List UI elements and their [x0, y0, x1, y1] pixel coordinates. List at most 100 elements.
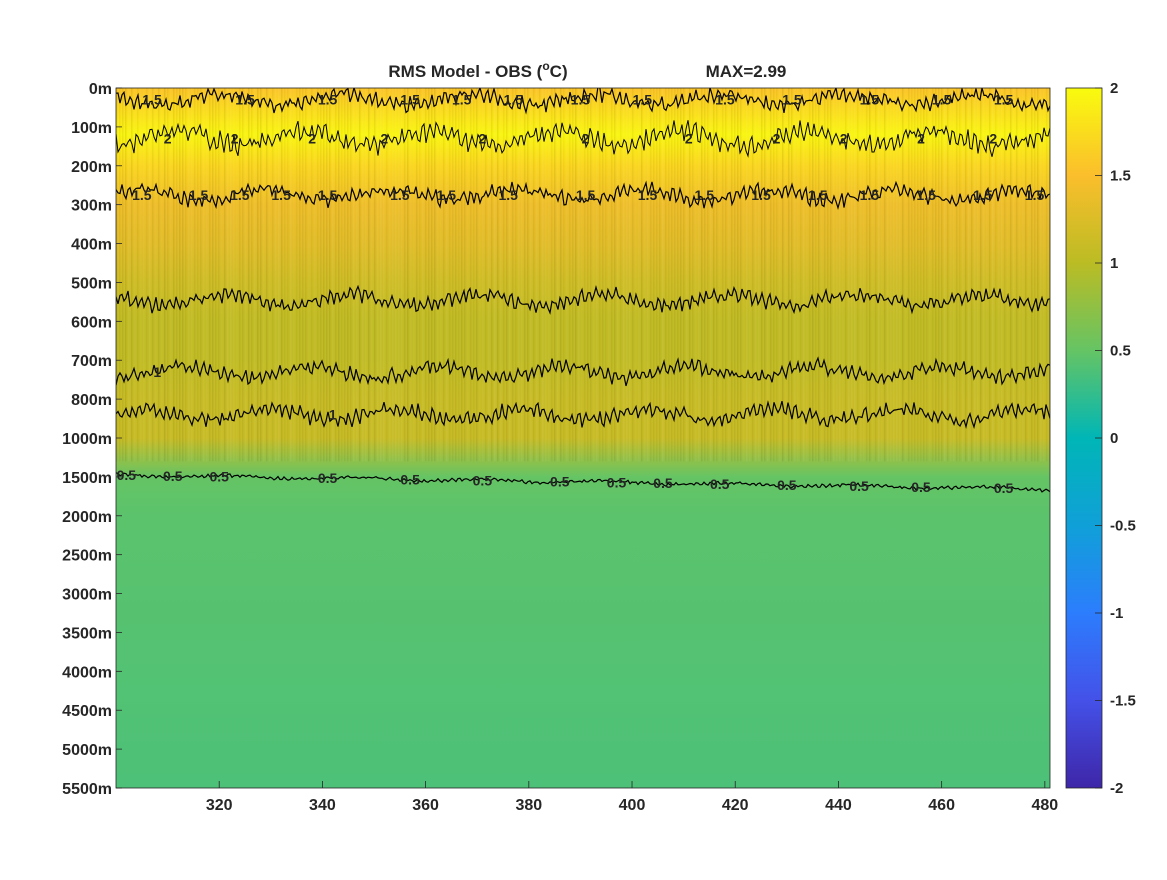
- contour-label: 0.5: [163, 468, 183, 484]
- y-tick-label: 100m: [71, 120, 112, 137]
- contour-line-2: [116, 120, 1050, 158]
- contour-label: 2: [840, 131, 848, 147]
- contour-label: 2: [989, 131, 997, 147]
- contour-line-1: [116, 400, 1050, 430]
- contour-label: 0.5: [400, 471, 420, 487]
- contour-label: 0.5: [473, 472, 493, 488]
- y-tick-label: 4500m: [62, 703, 112, 720]
- contour-label: 1.5: [318, 187, 338, 203]
- contour-label: 2: [582, 131, 590, 147]
- contour-label: 0.5: [209, 468, 229, 484]
- contour-label: 2: [231, 131, 239, 147]
- x-tick-label: 460: [928, 797, 955, 814]
- contour-label: 0.5: [318, 470, 338, 486]
- colorbar: 2 1.5 1 0.5 0 -0.5 -1 -1.5 -2: [1065, 80, 1136, 797]
- x-tick-label: 380: [515, 797, 542, 814]
- field-texture: [116, 88, 1045, 462]
- x-tick-label: 420: [722, 797, 749, 814]
- y-tick-label: 1000m: [62, 431, 112, 448]
- y-tick-label: 300m: [71, 198, 112, 215]
- contour-label: 1.5: [571, 92, 591, 108]
- y-tick-label: 5500m: [62, 781, 112, 798]
- contour-label: 1.5: [452, 92, 472, 108]
- contour-label: 1.5: [498, 187, 518, 203]
- y-tick-label: 2000m: [62, 509, 112, 526]
- contour-label: 2: [685, 131, 693, 147]
- contour-label: 1: [153, 364, 161, 380]
- contour-label: 1.5: [715, 92, 735, 108]
- contour-label: 1.5: [132, 187, 152, 203]
- contour-line-1: [116, 284, 1050, 315]
- plot-area: 1.5 1.5 1.5 1.5 1.5 1.5 1.5 1.5 1.5 1.5 1.5 1.5 1.5 2…: [115, 87, 1051, 789]
- contour-label: 1.5: [860, 92, 880, 108]
- contour-label: 0.5: [550, 474, 570, 490]
- y-tick-label: 2500m: [62, 548, 112, 565]
- contour-label: 1.5: [271, 187, 291, 203]
- y-tick-label: 4000m: [62, 664, 112, 681]
- contour-line-1: [116, 356, 1050, 387]
- contour-label: 1.5: [189, 187, 209, 203]
- contour-label: 1.5: [932, 92, 952, 108]
- colorbar-tick-label: 1.5: [1110, 168, 1131, 185]
- contour-label: 1.5: [390, 187, 410, 203]
- y-tick-label: 600m: [71, 314, 112, 331]
- contour-label: 2: [917, 131, 925, 147]
- contour-label: 0.5: [653, 475, 673, 491]
- y-tick-label: 700m: [71, 353, 112, 370]
- contour-label: 1.5: [751, 187, 771, 203]
- contour-label: 0.5: [607, 474, 627, 490]
- x-tick-label: 400: [619, 797, 646, 814]
- contour-label: 0.5: [911, 479, 931, 495]
- contour-label: 1.5: [973, 187, 993, 203]
- contour-label: 1.5: [230, 187, 250, 203]
- contour-label: 1.5: [633, 92, 653, 108]
- contour-label: 1.5: [235, 92, 255, 108]
- y-tick-label: 800m: [71, 392, 112, 409]
- contour-label: 0.5: [777, 477, 797, 493]
- x-tick-label: 440: [825, 797, 852, 814]
- y-tick-label: 400m: [71, 237, 112, 254]
- contour-label: 2: [478, 131, 486, 147]
- chart-title: RMS Model - OBS (oC) MAX=2.99: [388, 59, 786, 81]
- contour-label: 1.5: [504, 92, 524, 108]
- y-tick-label: 1500m: [62, 470, 112, 487]
- contour-label: 1.5: [437, 187, 457, 203]
- contour-label: 2: [773, 131, 781, 147]
- contour-label: 1.5: [638, 187, 658, 203]
- contour-label: 2: [164, 131, 172, 147]
- x-tick-label: 480: [1031, 797, 1058, 814]
- y-tick-label: 3500m: [62, 625, 112, 642]
- y-tick-label: 500m: [71, 275, 112, 292]
- contour-label: 1.5: [318, 92, 338, 108]
- contour-label: 1.5: [808, 187, 828, 203]
- contour-label: 1.5: [916, 187, 936, 203]
- contour-label: 1.5: [860, 187, 880, 203]
- contour-label: 2: [308, 131, 316, 147]
- contour-label: 0.5: [849, 478, 869, 494]
- x-tick-label: 320: [206, 797, 233, 814]
- max-label: MAX=2.99: [706, 62, 787, 81]
- colorbar-ticks: 2 1.5 1 0.5 0 -0.5 -1 -1.5 -2: [1095, 80, 1136, 797]
- colorbar-tick-label: -0.5: [1110, 518, 1136, 535]
- x-tick-label: 340: [309, 797, 336, 814]
- contour-line-1-5: [116, 88, 1050, 115]
- title-suffix: C): [550, 62, 568, 81]
- y-tick-label: 5000m: [62, 742, 112, 759]
- colorbar-tick-label: -2: [1110, 780, 1123, 797]
- colorbar-tick-label: -1: [1110, 605, 1123, 622]
- y-axis: 0m 100m 200m 300m 400m 500m 600m 700m 800m 1000m 1…: [62, 81, 122, 798]
- x-tick-label: 360: [412, 797, 439, 814]
- colorbar-tick-label: 1: [1110, 255, 1118, 272]
- x-axis: 320 340 360 380 400 420 440 460 480: [206, 781, 1058, 814]
- heatmap-field: [116, 88, 1050, 788]
- contour-label: 1.5: [782, 92, 802, 108]
- contour-lines: [116, 88, 1050, 493]
- contour-label: 1.5: [576, 187, 596, 203]
- svg-text:RMS Model - OBS (oC): RMS Model - OBS (oC): [388, 59, 567, 81]
- contour-label: 0.5: [994, 480, 1014, 496]
- contour-label: 0.5: [117, 467, 137, 483]
- contour-line-0-5: [116, 472, 1050, 493]
- contour-label: 1.5: [1025, 187, 1045, 203]
